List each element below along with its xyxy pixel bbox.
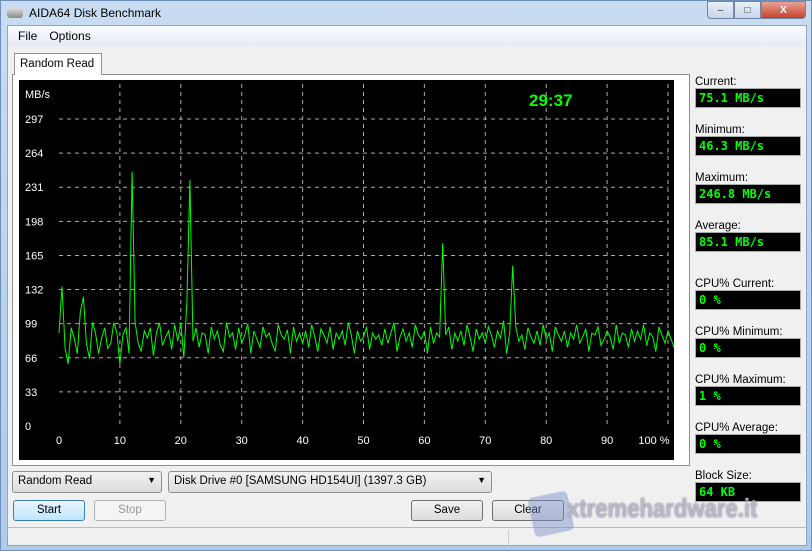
- stat-value: 0 %: [695, 290, 801, 310]
- y-tick-label: 297: [25, 114, 43, 126]
- stat-value: 246.8 MB/s: [695, 184, 801, 204]
- stat-label: CPU% Average:: [695, 422, 778, 434]
- stat-value: 0 %: [695, 434, 801, 454]
- stat-label: Current:: [695, 76, 737, 88]
- stat-label: Average:: [695, 220, 741, 232]
- menu-bar: File Options: [8, 26, 806, 46]
- stop-button[interactable]: Stop: [94, 500, 166, 521]
- drive-select-value: Disk Drive #0 [SAMSUNG HD154UI] (1397.3 …: [174, 475, 427, 487]
- stat-label: CPU% Maximum:: [695, 374, 786, 386]
- stat-value: 64 KB: [695, 482, 801, 502]
- stat-label: CPU% Minimum:: [695, 326, 783, 338]
- benchmark-chart: 0 33 66 99 132 165 198 231 264 297 0 10 20 30 40 50 60 70…: [19, 80, 674, 460]
- stat-value: 75.1 MB/s: [695, 88, 801, 108]
- menu-options[interactable]: Options: [49, 29, 91, 43]
- x-tick-label: 70: [479, 435, 491, 447]
- menu-file[interactable]: File: [18, 29, 38, 43]
- minimize-button[interactable]: –: [707, 1, 734, 19]
- y-tick-label: 132: [25, 285, 43, 297]
- start-button[interactable]: Start: [13, 500, 85, 521]
- x-tick-label: 30: [236, 435, 248, 447]
- stat-value: 0 %: [695, 338, 801, 358]
- x-tick-label: 50: [357, 435, 369, 447]
- y-tick-label: 165: [25, 250, 43, 262]
- maximize-button[interactable]: □: [734, 1, 761, 19]
- save-button[interactable]: Save: [411, 500, 483, 521]
- stat-value: 85.1 MB/s: [695, 232, 801, 252]
- watermark: xtremehardware.it: [567, 493, 758, 523]
- test-select[interactable]: Random Read ▼: [12, 471, 162, 493]
- stat-label: CPU% Current:: [695, 278, 775, 290]
- clear-button[interactable]: Clear: [492, 500, 564, 521]
- stat-value: 46.3 MB/s: [695, 136, 801, 156]
- x-tick-label: 40: [296, 435, 308, 447]
- x-tick-label: 10: [114, 435, 126, 447]
- stat-label: Maximum:: [695, 172, 749, 184]
- dropdown-arrow-icon: ▼: [147, 475, 156, 485]
- stat-label: Minimum:: [695, 124, 745, 136]
- y-tick-label: 0: [25, 421, 31, 433]
- client-area: File Options Random Read 0 33 66 99 132 165 19…: [7, 25, 807, 546]
- x-tick-label: 100 %: [638, 435, 669, 447]
- title-bar: AIDA64 Disk Benchmark: [7, 4, 161, 22]
- disk-icon: [7, 8, 23, 18]
- x-tick-label: 20: [175, 435, 187, 447]
- y-tick-label: 198: [25, 216, 43, 228]
- y-axis-label: MB/s: [25, 89, 51, 101]
- x-tick-label: 90: [601, 435, 613, 447]
- elapsed-time: 29:37: [529, 91, 572, 110]
- close-button[interactable]: X: [761, 1, 806, 19]
- y-tick-label: 231: [25, 182, 43, 194]
- y-tick-label: 66: [25, 353, 37, 365]
- y-tick-label: 264: [25, 148, 43, 160]
- x-tick-label: 0: [56, 435, 62, 447]
- series-line: [58, 171, 674, 365]
- tab-random-read[interactable]: Random Read: [14, 53, 102, 75]
- dropdown-arrow-icon: ▼: [477, 475, 486, 485]
- x-tick-label: 80: [540, 435, 552, 447]
- window-title: AIDA64 Disk Benchmark: [29, 6, 162, 20]
- drive-select[interactable]: Disk Drive #0 [SAMSUNG HD154UI] (1397.3 …: [168, 471, 492, 493]
- stat-value: 1 %: [695, 386, 801, 406]
- stat-label: Block Size:: [695, 470, 752, 482]
- status-bar: [8, 527, 806, 546]
- test-select-value: Random Read: [18, 475, 93, 487]
- y-tick-label: 33: [25, 387, 37, 399]
- y-tick-label: 99: [25, 319, 37, 331]
- x-tick-label: 60: [418, 435, 430, 447]
